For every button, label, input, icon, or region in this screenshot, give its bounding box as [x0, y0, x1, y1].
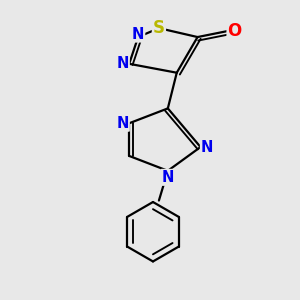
Text: S: S: [153, 19, 165, 37]
Text: N: N: [162, 170, 174, 185]
Text: N: N: [116, 56, 129, 71]
Text: N: N: [132, 27, 144, 42]
Text: O: O: [228, 22, 242, 40]
Text: N: N: [116, 116, 129, 131]
Text: N: N: [201, 140, 213, 154]
